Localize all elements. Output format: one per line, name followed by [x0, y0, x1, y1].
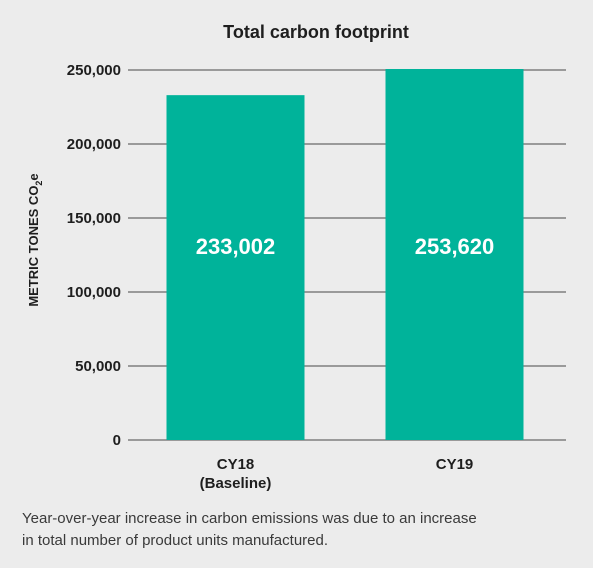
x-tick-label: CY18 [217, 456, 255, 473]
chart-caption: Year-over-year increase in carbon emissi… [22, 510, 477, 549]
bars: 233,002 253,620 [166, 69, 524, 440]
y-tick-label: 250,000 [67, 62, 121, 79]
y-axis-label-subscript: 2 [34, 181, 44, 186]
y-tick-labels: 0 50,000 100,000 150,000 200,000 250,000 [67, 62, 121, 449]
chart-title: Total carbon footprint [223, 22, 409, 42]
x-tick-sublabel: (Baseline) [200, 475, 272, 492]
bar-cy19 [385, 69, 524, 440]
x-tick-label: CY19 [436, 456, 474, 473]
y-tick-label: 200,000 [67, 136, 121, 153]
bar-cy18 [166, 95, 305, 440]
y-tick-label: 50,000 [75, 358, 121, 375]
y-axis-label: METRIC TONES CO2e [26, 173, 44, 306]
y-tick-label: 100,000 [67, 284, 121, 301]
y-tick-label: 0 [113, 432, 121, 449]
bar-value-label: 253,620 [415, 234, 495, 259]
y-axis-label-suffix: e [26, 173, 41, 180]
y-tick-label: 150,000 [67, 210, 121, 227]
carbon-footprint-chart: Total carbon footprint 233,002 253,620 0 5… [26, 22, 566, 492]
bar-value-label: 233,002 [196, 234, 276, 259]
y-axis-label-main: METRIC TONES CO [26, 186, 41, 307]
x-tick-labels: CY18 (Baseline) CY19 [200, 456, 474, 492]
